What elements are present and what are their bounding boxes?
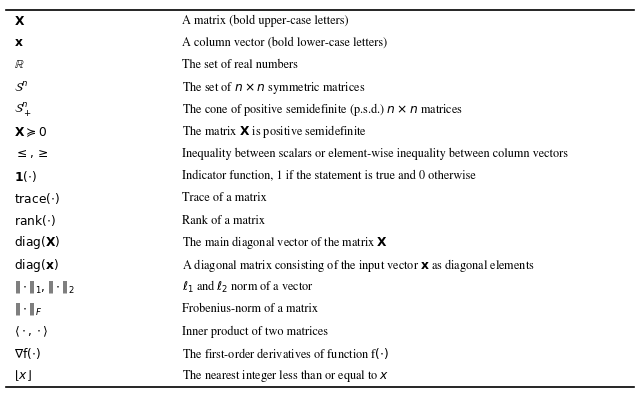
Text: $\mathrm{diag}(\mathbf{X})$: $\mathrm{diag}(\mathbf{X})$ <box>14 234 60 251</box>
Text: $\leq, \geq$: $\leq, \geq$ <box>14 148 49 160</box>
Text: Inequality between scalars or element-wise inequality between column vectors: Inequality between scalars or element-wi… <box>182 148 568 160</box>
Text: $\mathbf{X} \succeq 0$: $\mathbf{X} \succeq 0$ <box>14 125 47 139</box>
Text: The cone of positive semidefinite (p.s.d.) $n \times n$ matrices: The cone of positive semidefinite (p.s.d… <box>182 101 463 118</box>
Text: $\mathrm{trace}(\cdot)$: $\mathrm{trace}(\cdot)$ <box>14 191 60 206</box>
Text: The first-order derivatives of function f$(\cdot)$: The first-order derivatives of function … <box>182 346 390 361</box>
Text: Frobenius-norm of a matrix: Frobenius-norm of a matrix <box>182 304 319 315</box>
Text: $\mathcal{S}^n_+$: $\mathcal{S}^n_+$ <box>14 101 32 119</box>
Text: The set of real numbers: The set of real numbers <box>182 60 298 71</box>
Text: A matrix (bold upper-case letters): A matrix (bold upper-case letters) <box>182 15 349 27</box>
Text: The set of $n \times n$ symmetric matrices: The set of $n \times n$ symmetric matric… <box>182 79 366 96</box>
Text: A column vector (bold lower-case letters): A column vector (bold lower-case letters… <box>182 37 388 49</box>
Text: $\langle\cdot, \cdot\rangle$: $\langle\cdot, \cdot\rangle$ <box>14 324 48 339</box>
Text: $\|\cdot\|_1, \|\cdot\|_2$: $\|\cdot\|_1, \|\cdot\|_2$ <box>14 279 75 295</box>
Text: Trace of a matrix: Trace of a matrix <box>182 193 267 204</box>
Text: The main diagonal vector of the matrix $\mathbf{X}$: The main diagonal vector of the matrix $… <box>182 234 388 251</box>
Text: $\mathbf{X}$: $\mathbf{X}$ <box>14 15 26 27</box>
Text: Inner product of two matrices: Inner product of two matrices <box>182 326 328 338</box>
Text: $\mathrm{rank}(\cdot)$: $\mathrm{rank}(\cdot)$ <box>14 213 56 228</box>
Text: $\ell_1$ and $\ell_2$ norm of a vector: $\ell_1$ and $\ell_2$ norm of a vector <box>182 279 314 295</box>
Text: $\mathbf{1}(\cdot)$: $\mathbf{1}(\cdot)$ <box>14 169 37 184</box>
Text: $\lfloor x \rfloor$: $\lfloor x \rfloor$ <box>14 369 32 384</box>
Text: Indicator function, 1 if the statement is true and 0 otherwise: Indicator function, 1 if the statement i… <box>182 170 476 182</box>
Text: Rank of a matrix: Rank of a matrix <box>182 215 266 227</box>
Text: $\mathbb{R}$: $\mathbb{R}$ <box>14 60 24 71</box>
Text: $\mathbf{x}$: $\mathbf{x}$ <box>14 37 24 49</box>
Text: The nearest integer less than or equal to $x$: The nearest integer less than or equal t… <box>182 368 390 384</box>
Text: $\|\cdot\|_F$: $\|\cdot\|_F$ <box>14 301 42 318</box>
Text: $\mathcal{S}^n$: $\mathcal{S}^n$ <box>14 81 29 94</box>
Text: $\nabla\mathrm{f}(\cdot)$: $\nabla\mathrm{f}(\cdot)$ <box>14 346 41 361</box>
Text: The matrix $\mathbf{X}$ is positive semidefinite: The matrix $\mathbf{X}$ is positive semi… <box>182 123 367 141</box>
Text: $\mathrm{diag}(\mathbf{x})$: $\mathrm{diag}(\mathbf{x})$ <box>14 256 59 274</box>
Text: A diagonal matrix consisting of the input vector $\mathbf{x}$ as diagonal elemen: A diagonal matrix consisting of the inpu… <box>182 256 535 274</box>
